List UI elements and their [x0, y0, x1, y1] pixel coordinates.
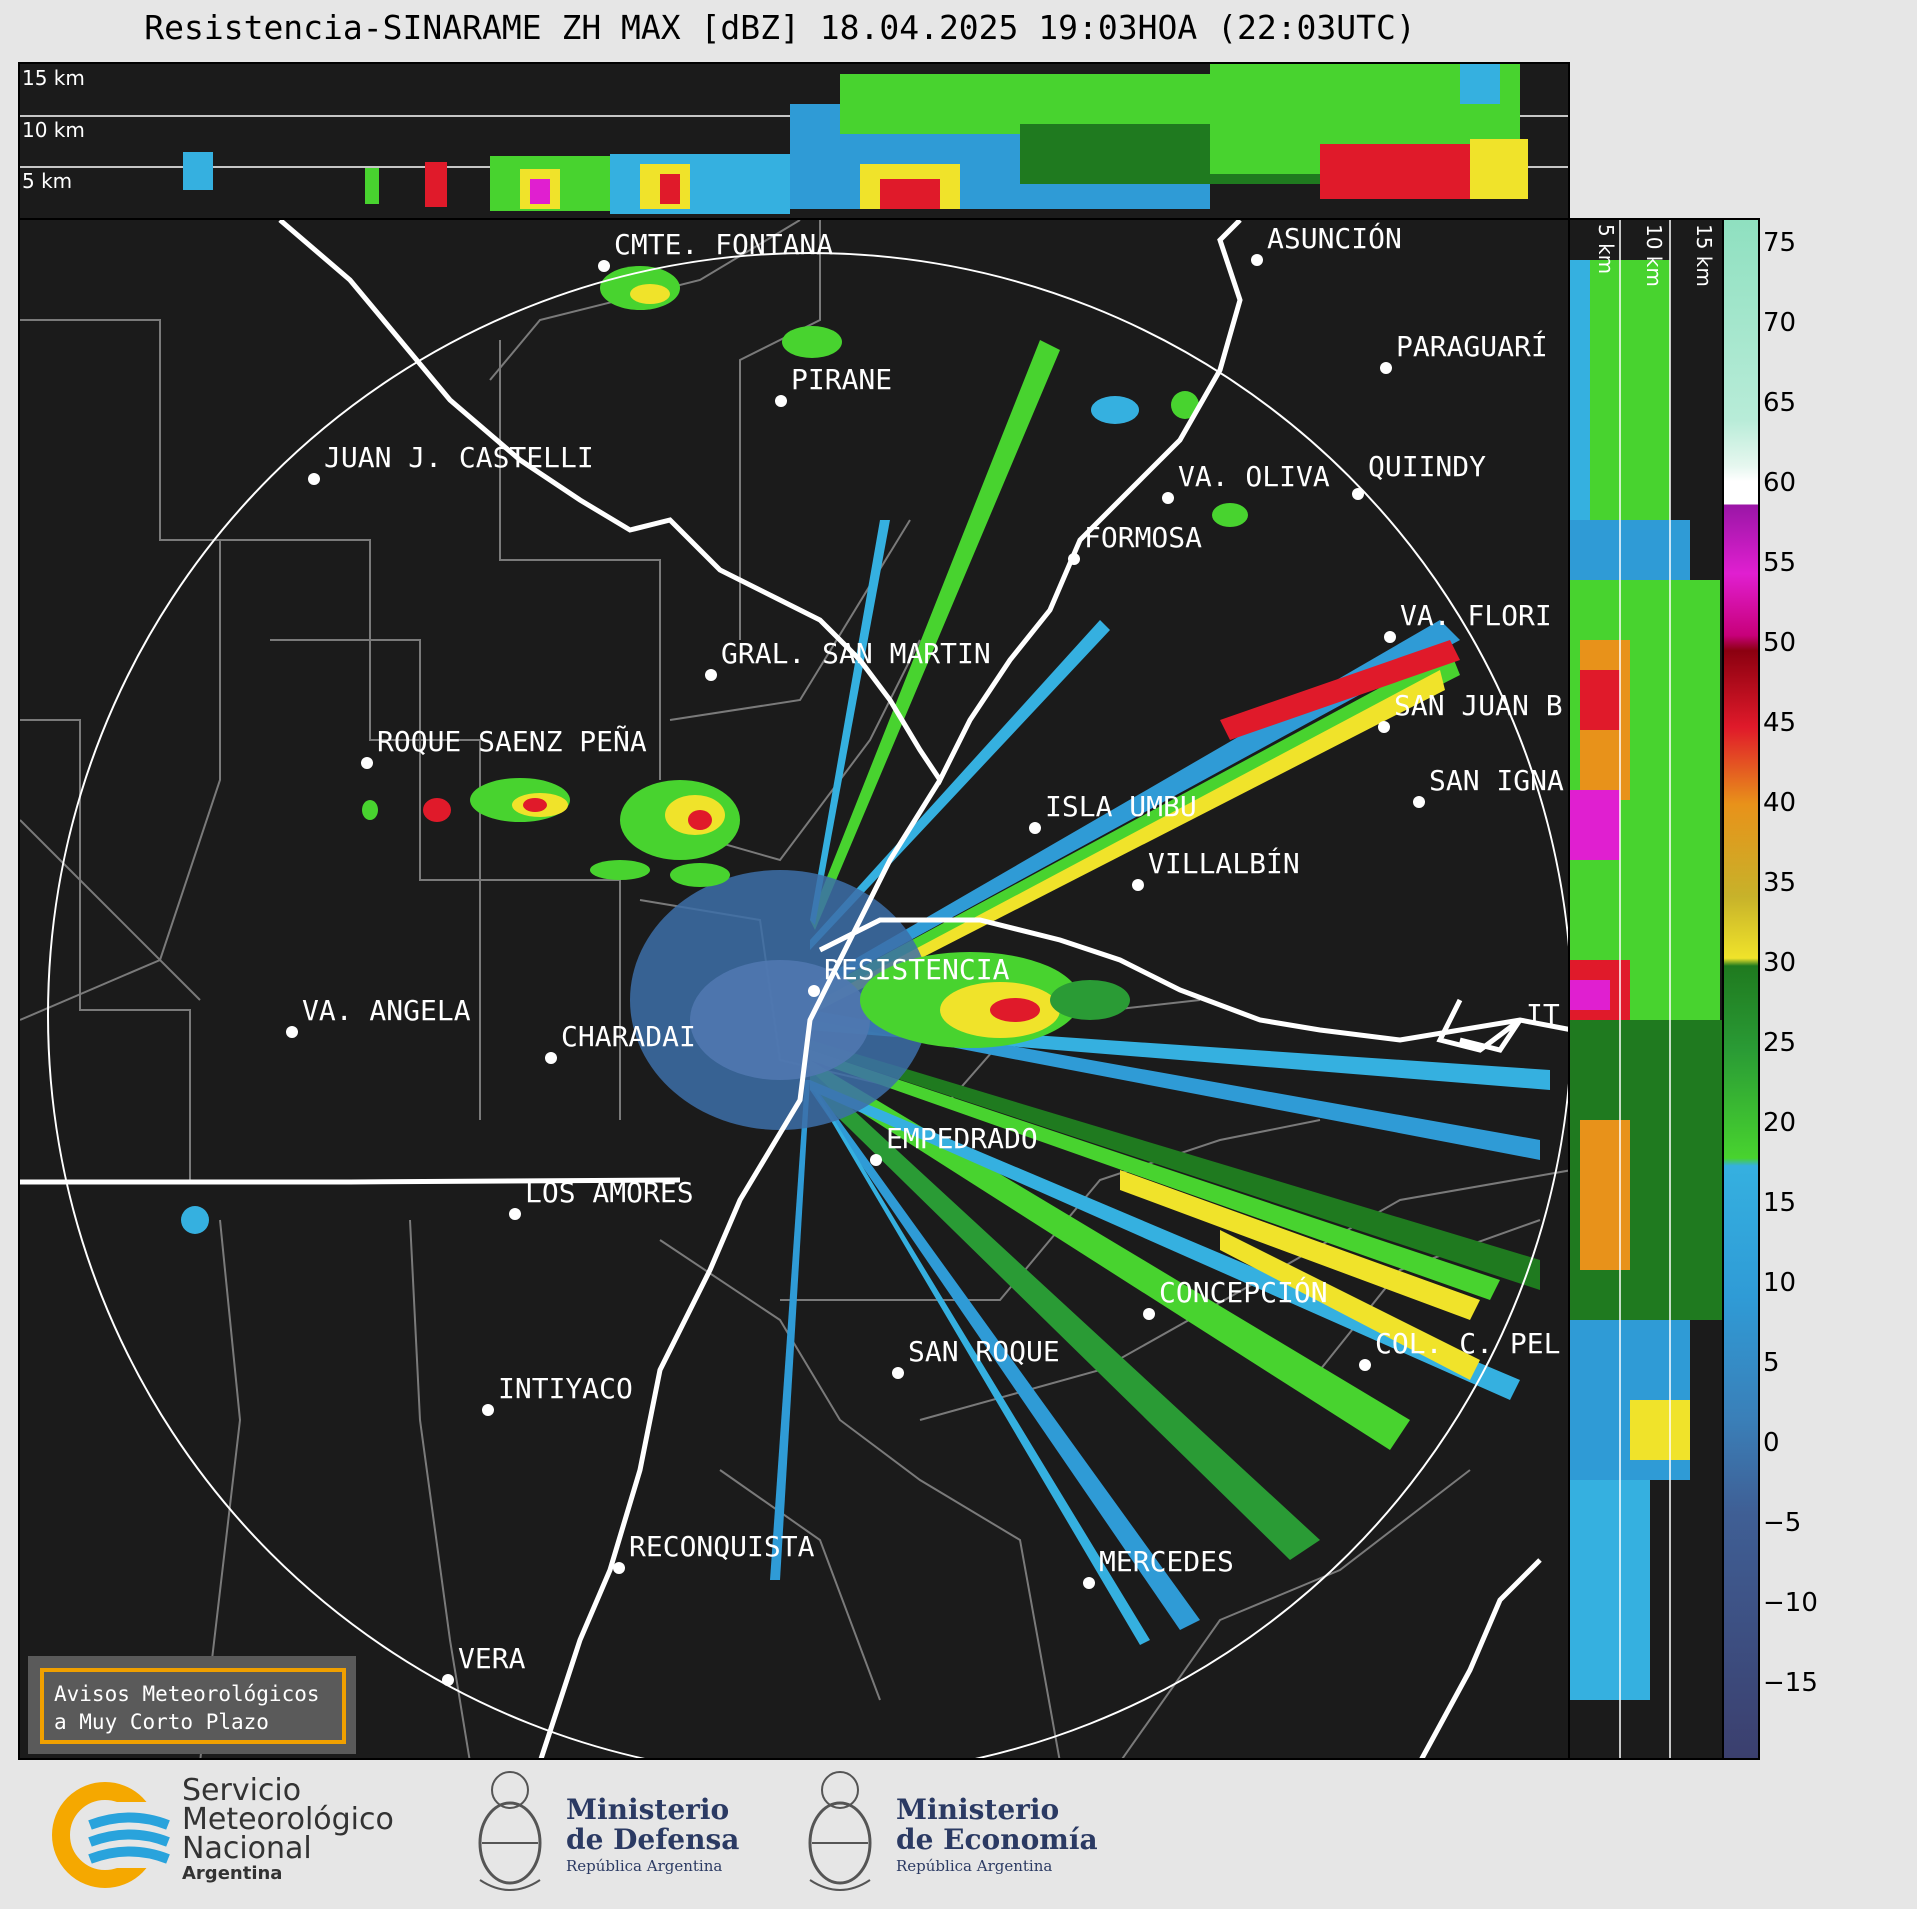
top-cross-section: 15 km 10 km 5 km: [18, 62, 1570, 220]
argentina-coat-of-arms-icon: [470, 1765, 550, 1900]
colorbar-tick: 35: [1763, 868, 1797, 898]
city-label: GRAL. SAN MARTIN: [721, 637, 991, 670]
argentina-coat-of-arms-icon: [800, 1765, 880, 1900]
economia-line-1: Ministerio: [896, 1793, 1060, 1826]
city-label: PIRANE: [791, 363, 893, 396]
city-label: ASUNCIÓN: [1267, 222, 1402, 255]
colorbar-tick: 55: [1763, 548, 1797, 578]
right-cross-section-plot: [1570, 220, 1722, 1758]
city-label: RECONQUISTA: [629, 1530, 815, 1563]
city-label: VERA: [458, 1642, 526, 1675]
colorbar: [1722, 218, 1760, 1760]
smn-logo: [50, 1780, 170, 1890]
colorbar-tick: 45: [1763, 708, 1797, 738]
city-label: FORMOSA: [1084, 521, 1203, 554]
colorbar-tick: 20: [1763, 1108, 1797, 1138]
top-echoes: [183, 64, 1528, 214]
radar-echoes: [770, 340, 1550, 1645]
defensa-line-1: Ministerio: [566, 1793, 730, 1826]
city-label: LOS AMORES: [525, 1176, 694, 1209]
colorbar-tick: −15: [1763, 1668, 1818, 1698]
colorbar-tick: 5: [1763, 1348, 1780, 1378]
colorbar-tick: 50: [1763, 628, 1797, 658]
city-label: ISLA UMBU: [1045, 790, 1197, 823]
map-title: Resistencia-SINARAME ZH MAX [dBZ] 18.04.…: [144, 8, 1416, 47]
notice-line-1: Avisos Meteorológicos: [54, 1682, 320, 1706]
top-height-label-10: 10 km: [22, 118, 85, 142]
economia-line-2: de Economía: [896, 1823, 1098, 1856]
storm-cells: [181, 266, 1248, 1234]
city-markers: [286, 254, 1425, 1686]
province-borders: [20, 220, 1568, 1758]
city-label: VA. OLIVA: [1178, 460, 1330, 493]
city-label: IT: [1526, 998, 1560, 1031]
notice-line-2: a Muy Corto Plazo: [54, 1710, 269, 1734]
smn-name-line-3: Nacional: [182, 1831, 312, 1866]
city-label: PARAGUARÍ: [1396, 330, 1548, 363]
right-height-label-5: 5 km: [1594, 224, 1618, 275]
radar-map[interactable]: CMTE. FONTANA ASUNCIÓN PARAGUARÍ PIRANE …: [18, 218, 1570, 1760]
smn-name-line-1: Servicio: [182, 1773, 302, 1808]
colorbar-tick: 60: [1763, 468, 1797, 498]
colorbar-tick: 10: [1763, 1268, 1797, 1298]
city-label: EMPEDRADO: [886, 1122, 1038, 1155]
city-label: VILLALBÍN: [1148, 847, 1300, 880]
right-echoes: [1570, 260, 1722, 1700]
city-label: INTIYACO: [498, 1372, 633, 1405]
colorbar-tick: 15: [1763, 1188, 1797, 1218]
colorbar-tick: 40: [1763, 788, 1797, 818]
notice-box[interactable]: Avisos Meteorológicos a Muy Corto Plazo: [28, 1656, 356, 1754]
right-height-label-15: 15 km: [1692, 224, 1716, 287]
colorbar-tick: 70: [1763, 308, 1797, 338]
radar-map-canvas: [20, 220, 1568, 1758]
city-label: VA. FLORI: [1400, 599, 1552, 632]
colorbar-tick: 0: [1763, 1428, 1780, 1458]
defensa-line-3: República Argentina: [566, 1857, 723, 1875]
colorbar-tick: 65: [1763, 388, 1797, 418]
rivers-borders: [20, 220, 1568, 1758]
city-label: SAN IGNA: [1429, 764, 1564, 797]
right-height-label-10: 10 km: [1642, 224, 1666, 287]
smn-name-line-2: Meteorológico: [182, 1802, 394, 1837]
city-label: CHARADAI: [561, 1020, 696, 1053]
city-label: ROQUE SAENZ PEÑA: [377, 725, 647, 758]
colorbar-tick: −10: [1763, 1588, 1818, 1618]
right-cross-section: 5 km 10 km 15 km: [1568, 218, 1724, 1760]
top-cross-section-plot: [20, 64, 1568, 214]
defensa-line-2: de Defensa: [566, 1823, 740, 1856]
colorbar-tick: 75: [1763, 228, 1797, 258]
top-height-label-15: 15 km: [22, 66, 85, 90]
smn-name-line-4: Argentina: [182, 1863, 283, 1884]
economia-line-3: República Argentina: [896, 1857, 1053, 1875]
city-label: JUAN J. CASTELLI: [324, 441, 594, 474]
city-label: RESISTENCIA: [824, 953, 1010, 986]
top-height-label-5: 5 km: [22, 169, 73, 193]
city-label: COL. C. PEL: [1375, 1327, 1561, 1360]
city-label: MERCEDES: [1099, 1545, 1234, 1578]
city-label: VA. ANGELA: [302, 994, 471, 1027]
city-label: SAN ROQUE: [908, 1335, 1060, 1368]
colorbar-tick: 25: [1763, 1028, 1797, 1058]
city-label: CMTE. FONTANA: [614, 228, 834, 261]
city-label: SAN JUAN B: [1394, 689, 1563, 722]
colorbar-tick: −5: [1763, 1508, 1802, 1538]
colorbar-tick: 30: [1763, 948, 1797, 978]
city-label: CONCEPCIÓN: [1159, 1276, 1328, 1309]
range-ring: [47, 252, 1568, 1758]
city-label: QUIINDY: [1368, 450, 1487, 483]
